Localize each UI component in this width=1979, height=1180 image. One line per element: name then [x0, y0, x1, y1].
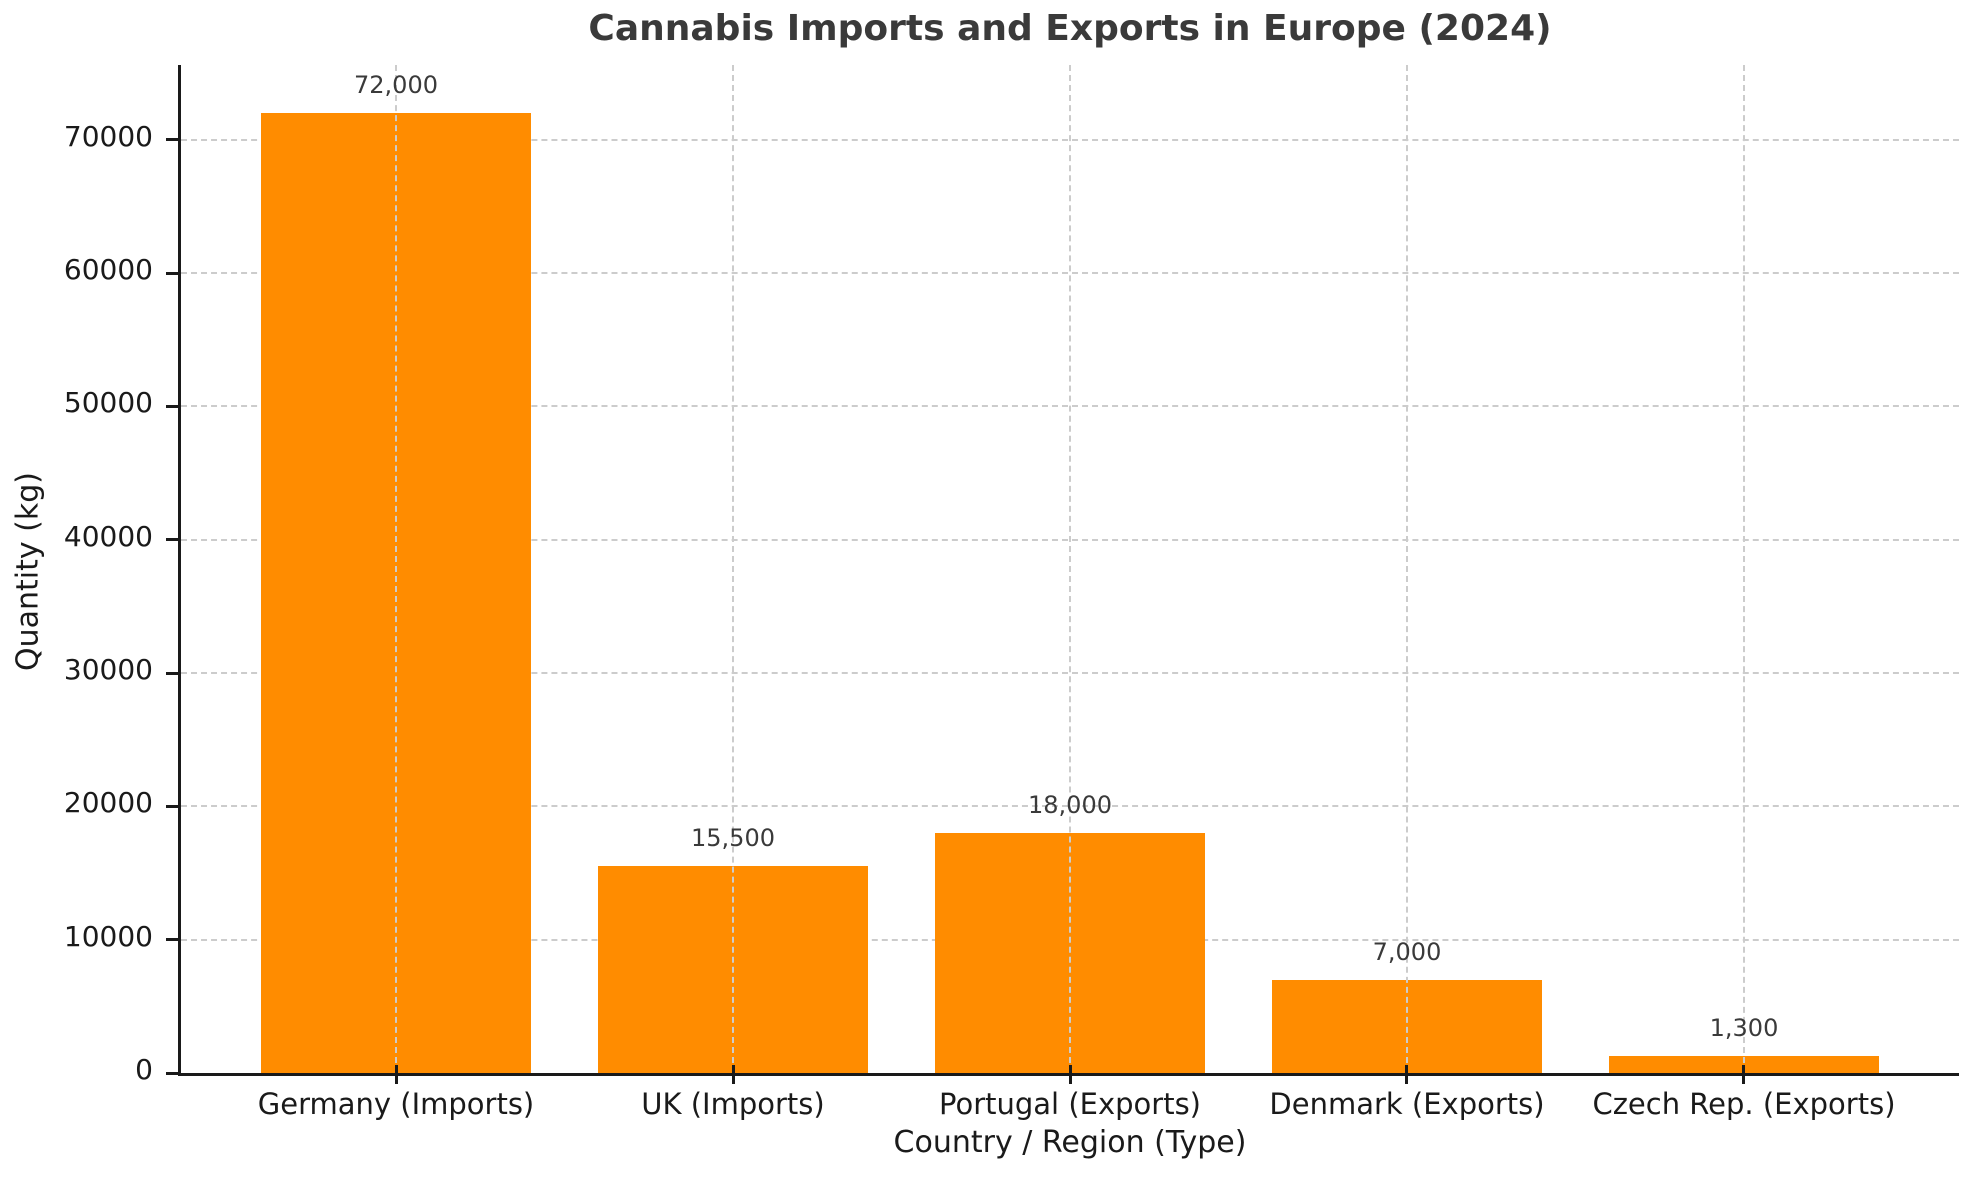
bar-value-label: 1,300 — [1709, 1013, 1779, 1042]
y-axis-spine — [178, 65, 181, 1076]
x-gridline — [1405, 65, 1408, 1073]
bar-value-label: 18,000 — [1028, 791, 1112, 819]
y-tick-label: 60000 — [63, 253, 153, 286]
x-gridline — [1069, 65, 1071, 1073]
y-tick-label: 30000 — [63, 653, 153, 686]
y-axis-tick — [166, 538, 178, 542]
x-gridline — [1742, 65, 1745, 1073]
y-tick-label: 40000 — [63, 519, 153, 553]
bar-value-label: 72,000 — [354, 71, 438, 99]
x-axis-tick — [1742, 1065, 1746, 1084]
y-tick-label: 0 — [135, 1053, 153, 1086]
x-tick-label: UK (Imports) — [641, 1087, 825, 1121]
y-tick-label: 50000 — [63, 386, 153, 420]
x-axis-title: Country / Region (Type) — [893, 1125, 1247, 1160]
x-tick-label: Portugal (Exports) — [939, 1087, 1201, 1121]
x-tick-label: Czech Rep. (Exports) — [1592, 1087, 1896, 1121]
y-axis-tick — [166, 671, 178, 675]
y-axis-tick — [166, 138, 178, 142]
y-axis-tick — [166, 1071, 178, 1075]
x-axis-tick — [1405, 1065, 1409, 1084]
y-axis-title: Quantity (kg) — [10, 472, 46, 671]
x-gridline — [395, 65, 397, 1073]
y-axis-tick — [166, 404, 178, 408]
y-axis-tick — [166, 938, 178, 942]
plot-area: 0 10000 20000 30000 40000 50000 60000 70000 72,0… — [64, 65, 1959, 1121]
bar-value-label: 15,500 — [691, 824, 775, 853]
x-tick-label: Germany (Imports) — [257, 1087, 535, 1121]
y-axis-tick — [166, 271, 178, 275]
y-axis-tick — [166, 804, 178, 808]
chart-title: Cannabis Imports and Exports in Europe (… — [588, 8, 1552, 49]
bar-value-label: 7,000 — [1372, 937, 1442, 966]
x-axis-tick — [394, 1065, 398, 1084]
y-tick-label: 70000 — [63, 119, 153, 153]
x-axis-tick — [731, 1065, 735, 1084]
y-tick-label: 20000 — [63, 786, 153, 820]
x-axis-tick — [1068, 1065, 1072, 1084]
x-gridline — [732, 65, 734, 1073]
x-tick-label: Denmark (Exports) — [1269, 1087, 1545, 1121]
y-tick-label: 10000 — [63, 919, 153, 953]
